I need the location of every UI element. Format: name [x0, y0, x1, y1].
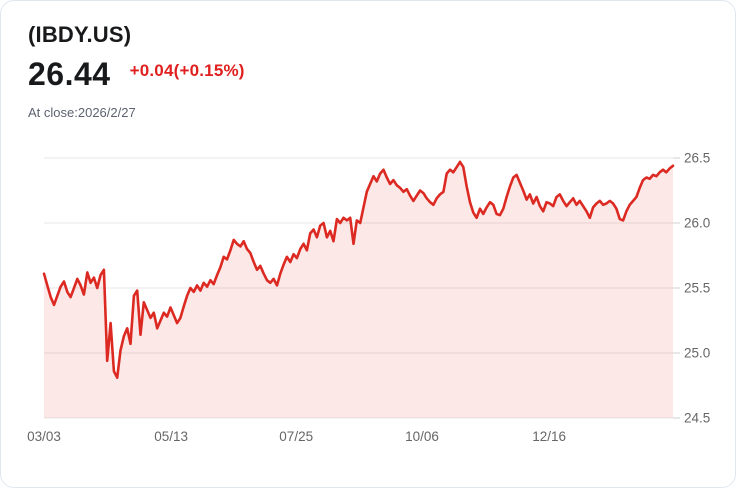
- y-axis-label: 24.5: [684, 411, 710, 426]
- x-axis-label: 03/03: [27, 429, 61, 444]
- x-axis-label: 07/25: [279, 429, 313, 444]
- y-axis-label: 26.5: [684, 151, 710, 166]
- price-area: [44, 161, 673, 418]
- y-axis-label: 25.5: [684, 281, 710, 296]
- last-price: 26.44: [28, 56, 111, 93]
- x-axis-label: 05/13: [154, 429, 188, 444]
- price-row: 26.44 +0.04(+0.15%): [28, 58, 707, 90]
- price-line: [42, 160, 675, 379]
- price-change: +0.04(+0.15%): [129, 61, 245, 81]
- x-axis-label: 12/16: [532, 429, 566, 444]
- x-axis-label: 10/06: [405, 429, 439, 444]
- symbol-title: (IBDY.US): [28, 22, 132, 47]
- as-of-label: At close:2026/2/27: [28, 105, 136, 121]
- y-axis-label: 26.0: [684, 216, 710, 231]
- y-axis-label: 25.0: [684, 346, 710, 361]
- quote-header: (IBDY.US) 26.44 +0.04(+0.15%) At close:2…: [1, 1, 735, 120]
